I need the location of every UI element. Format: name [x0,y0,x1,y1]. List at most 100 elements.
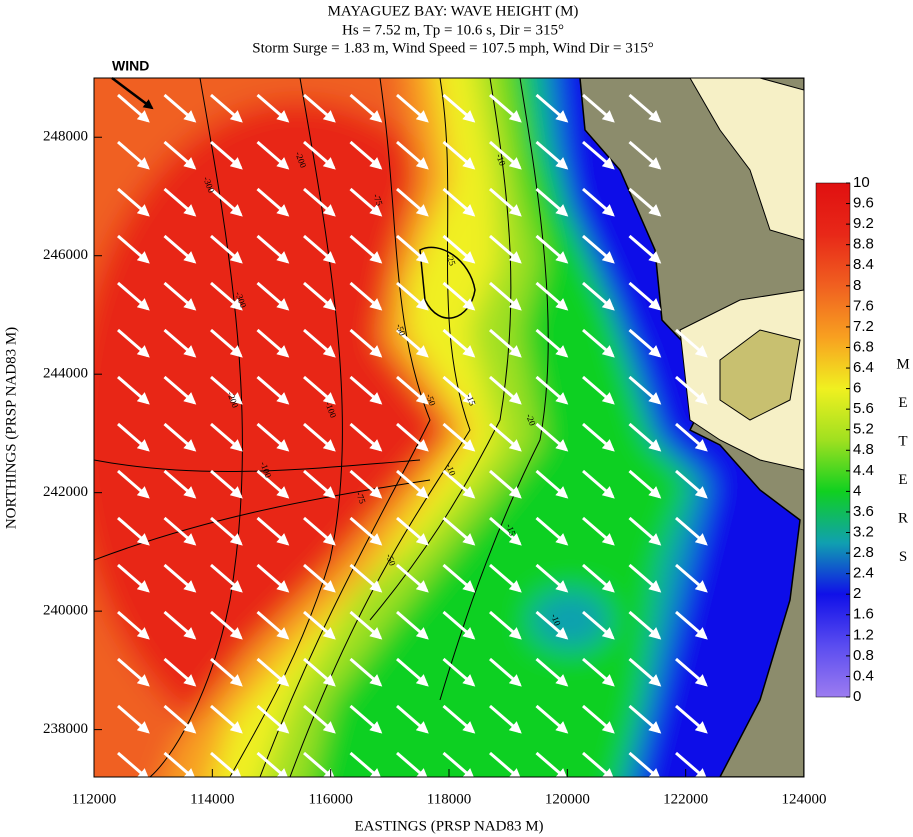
colorbar-label-letter: S [899,549,907,565]
wind-vector [349,328,383,358]
wind-vector [210,422,243,452]
y-tick-label: 238000 [43,721,88,737]
colorbar-tick-label: 10 [853,174,870,191]
contour-label: -50 [424,392,438,407]
wind-vector [349,563,383,593]
wind-vector [256,281,290,311]
wind-vector [489,328,522,358]
wind-vector [582,375,615,405]
wind-vector [256,563,290,593]
wind-vector [256,422,290,452]
wind-vector [256,610,290,640]
wind-vector [442,751,476,777]
wind-vector [210,140,243,170]
wind-vector [628,328,662,358]
wind-vector [349,657,383,687]
wind-vector [396,328,429,358]
colorbar-tick-label: 2.4 [853,565,874,582]
wind-vector [489,187,522,217]
wind-vector [442,93,476,123]
wind-vector [535,610,569,640]
wind-vector [349,93,383,123]
wind-vector [303,187,336,217]
wind-vector [210,93,243,123]
y-tick-label: 246000 [43,247,88,263]
wind-vector [349,422,383,452]
wind-vector [256,234,290,264]
wind-vector [582,751,615,777]
wind-vector [396,516,429,546]
wind-vector [489,469,522,499]
wind-vector [349,610,383,640]
contour-label: -25 [444,252,458,267]
wind-vector [210,234,243,264]
wind-vector [535,375,569,405]
wind-vector [163,751,197,777]
wind-vector [535,281,569,311]
contour-label: -75 [371,192,385,207]
wind-vector [349,516,383,546]
wind-vector [349,140,383,170]
wind-vector [117,187,150,217]
wind-vector [210,516,243,546]
wind-vector [210,704,243,734]
x-tick-label: 112000 [72,791,116,807]
wind-vector [349,234,383,264]
wind-vector [535,328,569,358]
colorbar-tick-label: 1.6 [853,606,874,623]
wind-vector [535,422,569,452]
wind-vector [442,140,476,170]
wind-vector [628,422,662,452]
colorbar-label-letter: E [898,395,907,411]
wind-vector [582,704,615,734]
wind-vector [256,469,290,499]
wind-vector [349,187,383,217]
wind-vector [396,563,429,593]
wind-vector [582,657,615,687]
wind-vector [582,140,615,170]
wind-vector [303,704,336,734]
x-tick-label: 124000 [782,791,827,807]
wind-vector [303,469,336,499]
wind-vector [163,140,197,170]
wind-vector [396,375,429,405]
wind-vector [489,375,522,405]
wind-vector [256,751,290,777]
wind-vector [535,516,569,546]
wind-vector [675,469,708,499]
contour-label: -50 [384,552,398,567]
wind-vector [256,93,290,123]
wind-vector [163,187,197,217]
wind-vector [675,704,708,734]
subtitle: Storm Surge = 1.83 m, Wind Speed = 107.5… [252,40,653,56]
wind-vector [489,704,522,734]
wind-vector [163,657,197,687]
colorbar-tick-label: 3.6 [853,503,874,520]
wind-vector [535,187,569,217]
x-tick-label: 116000 [308,791,352,807]
colorbar-tick-label: 2.8 [853,544,874,561]
wind-vector [628,563,662,593]
wind-vector [303,234,336,264]
contour-label: -10 [444,462,458,477]
wind-vector [582,610,615,640]
wind-vector [489,516,522,546]
wind-vector [535,704,569,734]
wind-vector [675,751,708,777]
wind-vector [396,234,429,264]
contour-label: -15 [464,392,478,407]
colorbar-tick-label: 4.4 [853,462,874,479]
wind-vector [256,516,290,546]
y-tick-label: 242000 [43,484,88,500]
wind-vector [303,281,336,311]
wind-vector [396,140,429,170]
wind-vector [117,563,150,593]
x-tick-label: 122000 [663,791,708,807]
wind-vector [117,328,150,358]
wind-vector [163,93,197,123]
wind-vector [349,375,383,405]
wind-vector [582,234,615,264]
wind-vector [303,328,336,358]
wind-vector [117,281,150,311]
